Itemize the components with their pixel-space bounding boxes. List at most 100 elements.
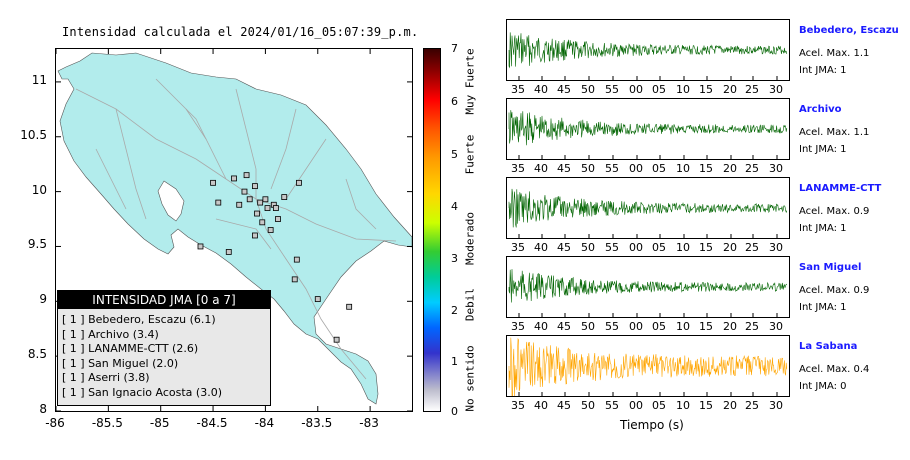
time-tick-label: 45 bbox=[557, 162, 571, 175]
colorbar-value: 4 bbox=[451, 200, 458, 213]
waveform bbox=[508, 337, 788, 396]
time-tick-label: 00 bbox=[629, 83, 643, 96]
station-marker bbox=[272, 205, 279, 211]
station-marker bbox=[197, 243, 204, 250]
time-tick-label: 10 bbox=[676, 399, 690, 412]
time-tick-label: 55 bbox=[605, 83, 619, 96]
waveform-line bbox=[508, 110, 788, 146]
time-tick-label: 40 bbox=[534, 399, 548, 412]
road bbox=[255, 198, 367, 380]
colorbar-value: 7 bbox=[451, 42, 458, 55]
station-marker bbox=[267, 227, 274, 233]
road bbox=[270, 108, 297, 190]
latitude-tick-label: 8.5 bbox=[27, 347, 47, 362]
legend-item: [ 1 ] Aserri (3.8) bbox=[62, 371, 150, 385]
intensity-colorbar bbox=[423, 48, 441, 412]
colorbar-value: 3 bbox=[451, 252, 458, 265]
station-acceleration: Acel. Max. 1.1 bbox=[799, 127, 870, 138]
station-name: Archivo bbox=[799, 104, 842, 115]
time-tick-label: 55 bbox=[605, 162, 619, 175]
longitude-tick-label: -84.5 bbox=[196, 416, 228, 430]
colorbar-label: Fuerte bbox=[463, 134, 477, 175]
time-tick-labels: 35 40 45 50 55 00 05 10 15 20 25 30 bbox=[506, 83, 790, 97]
station-marker bbox=[296, 179, 302, 186]
time-tick-labels: 35 40 45 50 55 00 05 10 15 20 25 30 bbox=[506, 241, 790, 255]
station-intensity: Int JMA: 1 bbox=[799, 144, 847, 155]
time-tick-label: 05 bbox=[652, 162, 666, 175]
colorbar-label: No sentido bbox=[463, 345, 477, 412]
station-marker bbox=[252, 232, 258, 239]
station-markers bbox=[197, 172, 353, 343]
time-tick-label: 20 bbox=[723, 83, 737, 96]
colorbar-value: 2 bbox=[451, 304, 458, 317]
colorbar-value: 5 bbox=[451, 148, 458, 161]
latitude-tick-label: 11 bbox=[31, 72, 47, 87]
time-tick-label: 50 bbox=[581, 241, 595, 254]
station-marker bbox=[210, 179, 216, 186]
time-tick-labels: 35 40 45 50 55 00 05 10 15 20 25 30 bbox=[506, 399, 790, 413]
road bbox=[95, 148, 127, 210]
time-tick-label: 25 bbox=[745, 241, 759, 254]
station-marker bbox=[254, 210, 260, 217]
time-tick-label: 05 bbox=[652, 320, 666, 333]
time-tick-label: 55 bbox=[605, 320, 619, 333]
time-tick-label: 15 bbox=[699, 320, 713, 333]
station-name: San Miguel bbox=[799, 262, 862, 273]
trace-panel bbox=[506, 19, 790, 81]
station-marker bbox=[231, 175, 237, 182]
station-marker bbox=[264, 205, 271, 211]
costa-rica-map bbox=[56, 49, 412, 411]
waveform bbox=[508, 269, 787, 317]
station-intensity: Int JMA: 1 bbox=[799, 223, 847, 234]
time-tick-labels: 35 40 45 50 55 00 05 10 15 20 25 30 bbox=[506, 320, 790, 334]
time-tick-label: 25 bbox=[745, 162, 759, 175]
time-tick-label: 55 bbox=[605, 241, 619, 254]
station-intensity: Int JMA: 1 bbox=[799, 65, 847, 76]
time-tick-label: 45 bbox=[557, 399, 571, 412]
time-tick-label: 50 bbox=[581, 399, 595, 412]
time-tick-label: 15 bbox=[699, 162, 713, 175]
time-tick-label: 30 bbox=[769, 83, 783, 96]
time-tick-label: 00 bbox=[629, 399, 643, 412]
station-name: Bebedero, Escazu bbox=[799, 25, 899, 36]
waveform-line bbox=[508, 32, 788, 69]
time-tick-label: 20 bbox=[723, 399, 737, 412]
time-tick-label: 15 bbox=[699, 399, 713, 412]
time-tick-label: 30 bbox=[769, 320, 783, 333]
latitude-tick-label: 8 bbox=[39, 402, 47, 416]
time-tick-label: 30 bbox=[769, 399, 783, 412]
time-tick-label: 10 bbox=[676, 320, 690, 333]
colorbar-label: Muy Fuerte bbox=[463, 48, 477, 115]
waveform-line bbox=[508, 269, 787, 303]
station-marker bbox=[314, 296, 321, 303]
colorbar-value: 6 bbox=[451, 95, 458, 108]
time-tick-label: 25 bbox=[745, 399, 759, 412]
legend-item: [ 1 ] Archivo (3.4) bbox=[62, 327, 159, 341]
colorbar-label: Moderado bbox=[463, 212, 477, 265]
station-name: LANAMME-CTT bbox=[799, 183, 882, 194]
time-tick-label: 20 bbox=[723, 241, 737, 254]
time-tick-label: 35 bbox=[511, 399, 525, 412]
waveform bbox=[508, 110, 788, 159]
road bbox=[155, 78, 207, 140]
legend-list: [ 1 ] Bebedero, Escazu (6.1) [ 1 ] Archi… bbox=[62, 313, 270, 401]
time-tick-label: 40 bbox=[534, 162, 548, 175]
waveform-line bbox=[508, 188, 788, 228]
road bbox=[345, 178, 377, 230]
time-tick-label: 10 bbox=[676, 162, 690, 175]
time-tick-label: 20 bbox=[723, 162, 737, 175]
time-tick-label: 55 bbox=[605, 399, 619, 412]
time-tick-label: 10 bbox=[676, 83, 690, 96]
latitude-tick-label: 10.5 bbox=[20, 127, 47, 142]
time-tick-label: 00 bbox=[629, 241, 643, 254]
intensity-legend: INTENSIDAD JMA [0 a 7] [ 1 ] Bebedero, E… bbox=[57, 290, 271, 406]
time-tick-label: 35 bbox=[511, 320, 525, 333]
station-intensity: Int JMA: 1 bbox=[799, 302, 847, 313]
station-marker bbox=[275, 216, 281, 222]
station-marker bbox=[252, 183, 258, 190]
station-marker bbox=[243, 172, 250, 179]
waveform-line bbox=[508, 337, 788, 396]
latitude-tick-label: 9.5 bbox=[27, 237, 47, 252]
legend-item: [ 1 ] Bebedero, Escazu (6.1) bbox=[62, 313, 216, 326]
station-marker bbox=[215, 199, 222, 206]
